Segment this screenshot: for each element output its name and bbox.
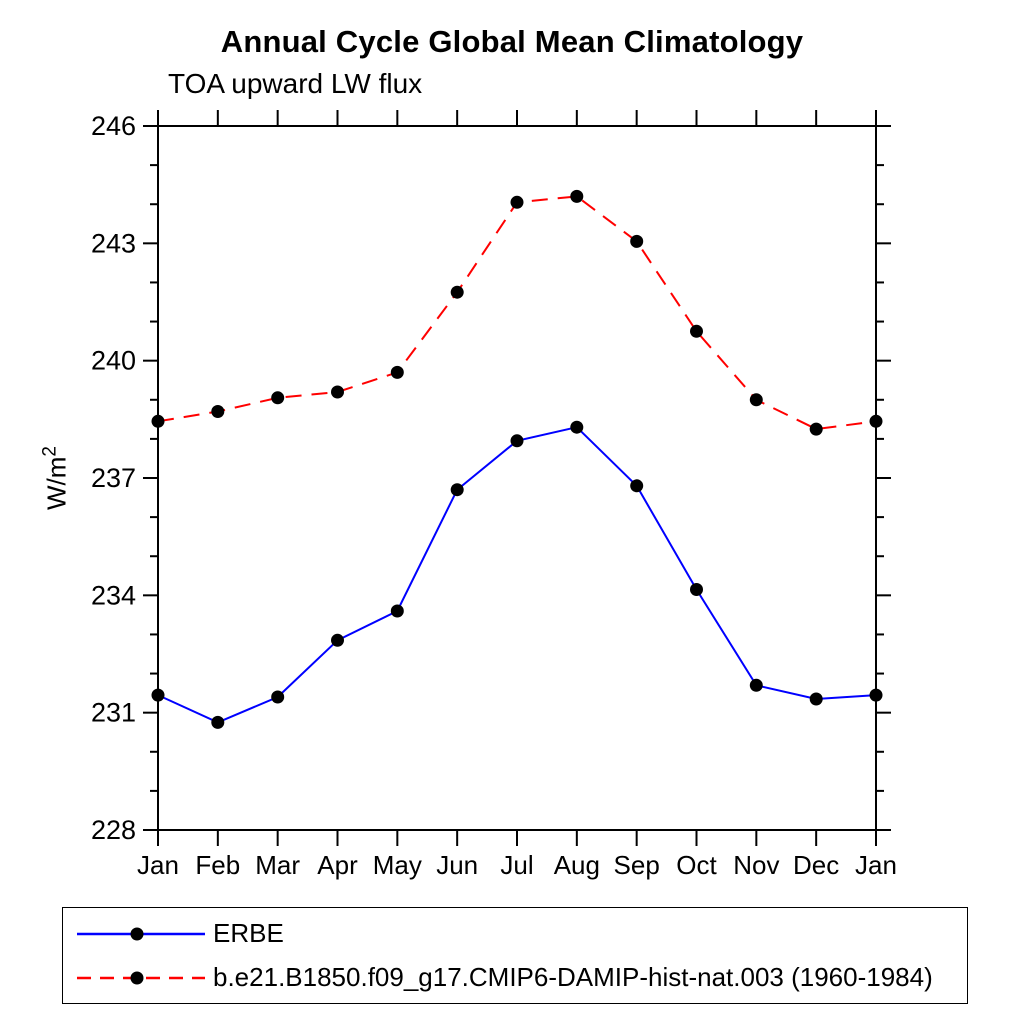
x-tick-label: Apr (317, 850, 358, 880)
x-tick-label: Aug (554, 850, 600, 880)
data-point-marker (151, 688, 165, 702)
y-axis-label-exponent: 2 (39, 446, 61, 457)
chart-subtitle: TOA upward LW flux (168, 68, 423, 99)
x-tick-label: Jan (855, 850, 897, 880)
x-tick-label: Jan (137, 850, 179, 880)
y-tick-label: 237 (91, 463, 136, 493)
data-point-marker (570, 420, 584, 434)
legend: ERBE b.e21.B1850.f09_g17.CMIP6-DAMIP-his… (62, 907, 968, 1004)
y-tick-label: 243 (91, 228, 136, 258)
x-tick-label: Feb (195, 850, 240, 880)
data-point-marker (331, 385, 344, 399)
data-point-marker (450, 285, 464, 299)
data-point-marker (869, 414, 883, 428)
data-point-marker (450, 483, 464, 497)
data-point-marker (690, 583, 703, 596)
x-tick-label: Dec (793, 850, 839, 880)
data-point-marker (211, 405, 225, 418)
legend-swatch-erbe (77, 927, 205, 940)
plot-frame (157, 125, 877, 831)
y-tick-label: 234 (91, 580, 136, 610)
y-tick-label: 231 (91, 698, 136, 728)
legend-item-model: b.e21.B1850.f09_g17.CMIP6-DAMIP-hist-nat… (71, 960, 959, 996)
data-point-marker (809, 422, 823, 436)
data-point-marker (630, 479, 644, 493)
data-point-marker (331, 633, 344, 647)
data-point-marker (151, 414, 165, 428)
data-point-marker (749, 678, 763, 692)
legend-swatch-model (77, 971, 205, 984)
x-tick-label: Sep (614, 850, 660, 880)
data-point-marker (690, 324, 703, 338)
x-tick-label: Oct (676, 850, 717, 880)
data-point-marker (271, 391, 285, 405)
chart-title: Annual Cycle Global Mean Climatology (220, 24, 804, 59)
x-tick-label: May (373, 850, 422, 880)
data-point-marker (570, 189, 584, 203)
legend-label-model: b.e21.B1850.f09_g17.CMIP6-DAMIP-hist-nat… (213, 962, 933, 992)
data-point-marker (390, 365, 404, 379)
data-point-marker (809, 692, 823, 706)
legend-marker-erbe (130, 927, 144, 940)
x-tick-label: Mar (255, 850, 300, 880)
series-line-0 (157, 426, 877, 724)
x-tick-label: Nov (733, 850, 779, 880)
data-point-marker (630, 234, 644, 248)
legend-marker-model (130, 971, 144, 984)
legend-item-erbe: ERBE (71, 916, 959, 952)
series-line-1 (157, 195, 877, 431)
data-point-marker (211, 715, 225, 729)
data-point-marker (390, 604, 404, 618)
data-point-marker (271, 690, 285, 704)
y-axis-label-base: W/m (41, 456, 72, 510)
data-point-marker (510, 195, 524, 209)
data-point-marker (869, 688, 883, 702)
data-point-marker (510, 434, 524, 448)
data-point-marker (749, 393, 763, 407)
legend-label-erbe: ERBE (213, 918, 284, 948)
x-tick-label: Jun (436, 850, 478, 880)
x-tick-label: Jul (500, 850, 533, 880)
y-tick-label: 240 (91, 346, 136, 376)
y-axis-label: W/m2 (40, 446, 73, 510)
y-tick-label: 246 (91, 111, 136, 141)
y-tick-label: 228 (91, 815, 136, 845)
